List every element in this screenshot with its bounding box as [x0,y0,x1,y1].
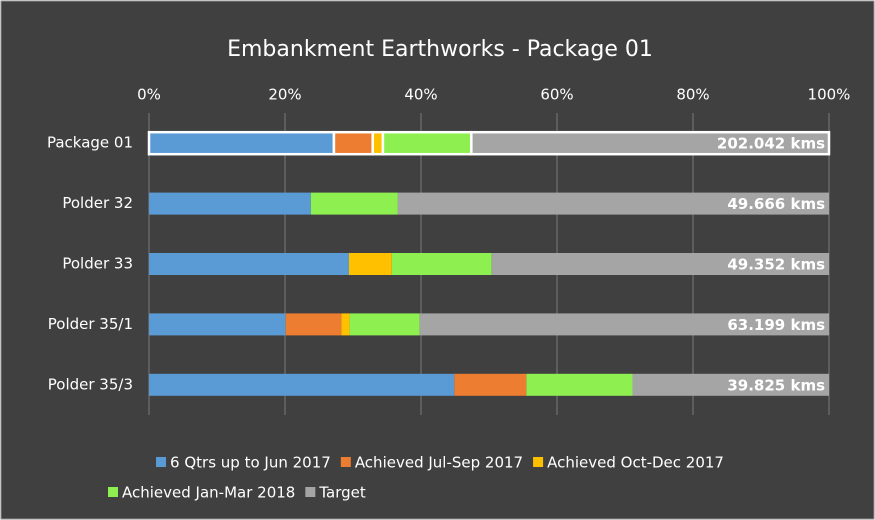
data-label: 49.352 kms [727,256,825,274]
bar-segment [149,192,311,215]
bar-segment [397,192,829,215]
x-tick-label: 0% [137,86,161,104]
legend-item: Achieved Oct-Dec 2017 [533,454,724,472]
y-tick-label: Polder 32 [62,194,133,212]
bar-segment [419,313,829,336]
bar-segment [348,253,392,275]
data-label: 39.825 kms [727,376,825,394]
data-label: 63.199 kms [727,316,825,334]
y-tick-label: Polder 35/1 [48,315,133,333]
y-tick-label: Package 01 [47,134,133,152]
x-tick-label: 60% [540,86,573,104]
x-tick-label: 20% [268,86,301,104]
legend-swatch [305,487,316,497]
bar-segment [381,130,473,156]
bar-segment [149,253,349,275]
y-tick-label: Polder 33 [62,255,133,273]
legend-label: Achieved Oct-Dec 2017 [547,454,724,472]
bar-segment [285,313,342,336]
x-tick-label: 100% [808,86,851,104]
legend: 6 Qtrs up to Jun 2017 Achieved Jul-Sep 20… [108,454,724,502]
bar-segment [147,130,336,156]
bar-segment [491,253,829,275]
bar-segment [470,130,831,156]
data-label: 202.042 kms [717,135,825,153]
bar-segment [341,313,350,336]
chart-title: Embankment Earthworks - Package 01 [227,37,653,62]
x-tick-label: 80% [676,86,709,104]
legend-label: Achieved Jul-Sep 2017 [355,454,523,472]
legend-swatch [533,457,544,467]
legend-item: 6 Qtrs up to Jun 2017 [156,454,331,472]
legend-label: Target [318,484,366,502]
legend-swatch [108,487,118,497]
legend-swatch [340,457,351,467]
bar-segment [454,373,527,396]
y-tick-label: Polder 35/3 [48,375,133,393]
legend-item: Achieved Jan-Mar 2018 [108,484,295,502]
legend-label: Achieved Jan-Mar 2018 [122,484,295,502]
bar-segment [332,130,374,156]
legend-swatch [156,457,167,467]
bar-segment [149,373,455,396]
bar-segment [632,373,829,396]
bar-segment [371,130,385,156]
legend-label: 6 Qtrs up to Jun 2017 [170,454,331,472]
bar-segment [310,192,398,215]
legend-item: Target [305,484,366,502]
legend-item: Achieved Jul-Sep 2017 [340,454,523,472]
data-label: 49.666 kms [727,195,825,213]
bar-segment [349,313,420,336]
bar-segment [149,313,286,336]
x-tick-label: 40% [404,86,437,104]
bar-segment [391,253,492,275]
bar-segment [526,373,633,396]
